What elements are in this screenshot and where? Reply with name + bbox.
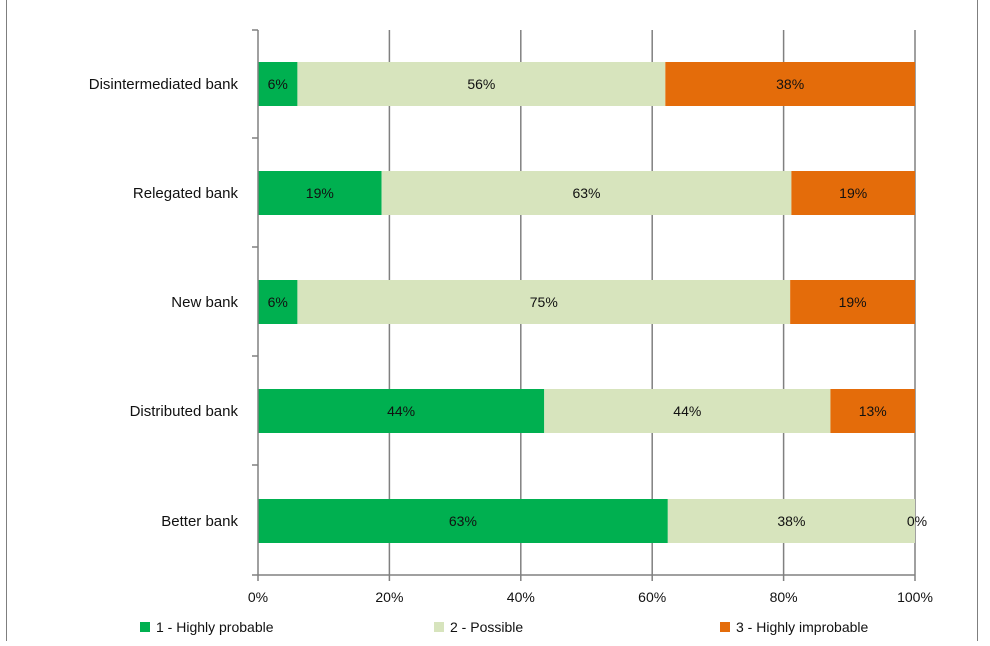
x-tick-label: 80% (770, 589, 798, 605)
bar-value-label: 19% (839, 185, 867, 201)
bar-value-label: 0% (907, 513, 927, 529)
bar-segment (297, 280, 791, 324)
bar-segment (258, 389, 545, 433)
frame-right-border (977, 0, 978, 641)
legend: 1 - Highly probable 2 - Possible 3 - Highl… (140, 619, 868, 635)
bar-value-label: 63% (449, 513, 477, 529)
bar-segment (667, 499, 915, 543)
legend-swatch (434, 622, 444, 632)
bar-value-label: 75% (530, 294, 558, 310)
bar-segment (791, 171, 915, 215)
axes: 0% 20% 40% 60% 80% 100% Disintermediated bank R… (89, 29, 933, 605)
bar-value-label: 56% (467, 76, 495, 92)
legend-swatch (140, 622, 150, 632)
x-tick-label: 20% (375, 589, 403, 605)
bar-value-label: 19% (839, 294, 867, 310)
bar-segment (258, 171, 382, 215)
category-label: Relegated bank (133, 185, 239, 202)
x-tick-label: 60% (638, 589, 666, 605)
category-label: New bank (171, 294, 238, 311)
frame-left-border (6, 0, 7, 641)
bar-value-label: 38% (776, 76, 804, 92)
legend-label: 1 - Highly probable (156, 619, 274, 635)
category-label: Disintermediated bank (89, 76, 239, 93)
bar-segment (297, 62, 666, 106)
bar-segment (258, 62, 298, 106)
x-tick-label: 0% (248, 589, 268, 605)
bar-segment (665, 62, 915, 106)
bar-segment (830, 389, 915, 433)
legend-swatch (720, 622, 730, 632)
bar-value-label: 13% (859, 403, 887, 419)
bar-segment (544, 389, 831, 433)
legend-label: 2 - Possible (450, 619, 523, 635)
bars (258, 62, 915, 543)
bar-segment (790, 280, 915, 324)
bar-value-label: 44% (673, 403, 701, 419)
bar-value-label: 44% (387, 403, 415, 419)
bar-value-labels: 6% 56% 38% 19% 63% 19% 6% 75% 19% 44% 44% 13% 63% 38%… (268, 76, 928, 529)
bar-segment (258, 280, 298, 324)
bar-value-label: 63% (572, 185, 600, 201)
category-label: Better bank (161, 513, 238, 530)
bar-segment (381, 171, 792, 215)
bar-value-label: 6% (268, 76, 288, 92)
bar-value-label: 38% (777, 513, 805, 529)
x-tick-label: 40% (507, 589, 535, 605)
category-label: Distributed bank (130, 403, 239, 420)
bar-value-label: 6% (268, 294, 288, 310)
legend-label: 3 - Highly improbable (736, 619, 868, 635)
bar-segment (258, 499, 668, 543)
bar-value-label: 19% (306, 185, 334, 201)
x-tick-label: 100% (897, 589, 933, 605)
